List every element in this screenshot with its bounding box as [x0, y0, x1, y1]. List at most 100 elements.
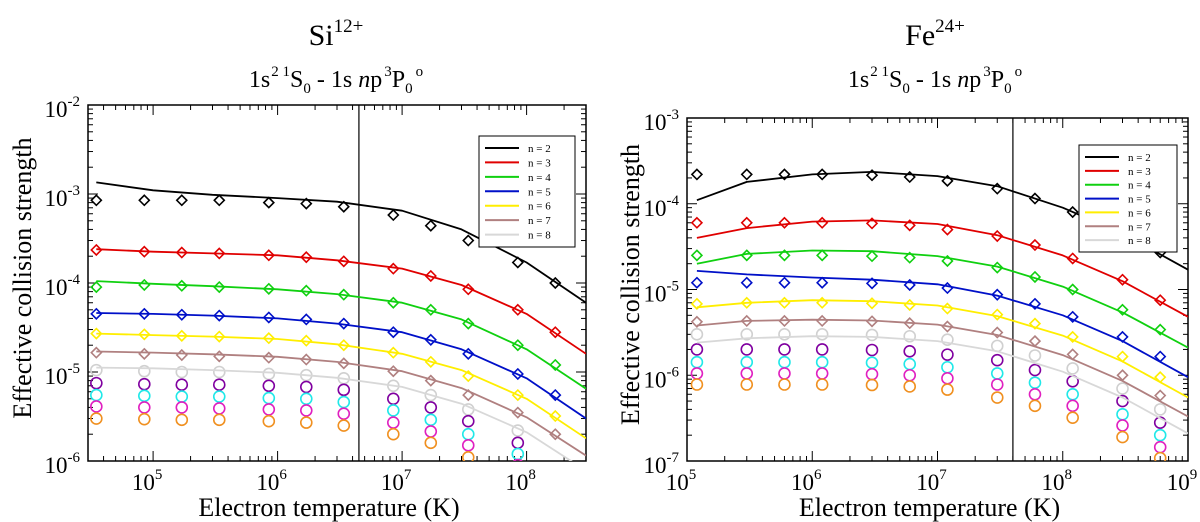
diamond-marker — [903, 278, 916, 292]
x-axis-label: Electron temperature (K) — [198, 493, 459, 522]
series-line — [696, 335, 1188, 435]
diamond-marker — [138, 278, 151, 292]
circle-marker — [262, 414, 276, 428]
diamond-marker — [1116, 273, 1129, 286]
circle-marker — [262, 367, 276, 381]
y-tick-label: 10-3 — [45, 183, 81, 211]
circle-marker — [1153, 428, 1167, 442]
circle-marker — [865, 356, 879, 370]
diamond-marker — [941, 254, 954, 268]
diamond-marker — [213, 330, 226, 343]
diamond-marker — [991, 288, 1004, 301]
circle-marker — [740, 367, 754, 380]
circle-marker — [212, 378, 226, 391]
diamond-marker — [462, 317, 475, 330]
chart-subtitle: 1s2 1S0 - 1s np 3P0o — [848, 64, 1022, 97]
diamond-marker — [549, 388, 562, 402]
circle-marker — [1066, 411, 1079, 424]
x-tick-base: 10 — [1167, 470, 1190, 495]
diamond-series — [690, 276, 1167, 363]
diamond-marker — [740, 168, 753, 181]
diamond-marker — [337, 288, 350, 301]
diamond-marker — [138, 307, 151, 320]
subtitle-lower-sub: 0 — [902, 81, 910, 97]
diamond-marker — [991, 326, 1004, 339]
circle-marker — [941, 360, 954, 374]
circle-marker — [690, 355, 704, 369]
diamond-series — [90, 243, 562, 339]
x-tick-label: 105 — [666, 467, 697, 495]
diamond-marker — [903, 170, 916, 184]
diamond-marker — [1154, 323, 1167, 336]
x-tick-label: 105 — [132, 467, 163, 495]
circle-series — [690, 367, 1167, 454]
x-tick-exp: 8 — [528, 467, 536, 483]
diamond-marker — [387, 262, 400, 275]
circle-marker — [337, 419, 351, 432]
y-tick-label: 10-5 — [45, 361, 81, 389]
y-axis-label: Effective collision strength — [616, 144, 645, 425]
diamond-marker — [511, 256, 524, 269]
circle-marker — [424, 425, 438, 438]
y-tick-label: 10-4 — [644, 193, 680, 221]
circle-series — [90, 400, 523, 461]
circle-series — [690, 328, 1167, 416]
y-tick-base: 10 — [644, 367, 667, 392]
y-tick-base: 10 — [644, 453, 667, 478]
subtitle-upper-term: P — [991, 67, 1004, 93]
series-line — [96, 332, 586, 440]
circle-marker — [387, 427, 400, 441]
diamond-marker — [1066, 252, 1079, 265]
diamond-marker — [337, 317, 350, 330]
circle-series — [90, 412, 475, 461]
subtitle-parity: o — [416, 64, 424, 80]
circle-marker — [175, 378, 189, 391]
y-tick-exp: -5 — [68, 361, 81, 377]
y-tick-base: 10 — [45, 275, 68, 300]
diamond-series — [90, 278, 562, 372]
y-tick-base: 10 — [644, 282, 667, 307]
subtitle-sep: - 1s — [910, 67, 957, 93]
circle-marker — [903, 368, 917, 382]
diamond-marker — [1066, 310, 1079, 323]
circle-marker — [138, 389, 151, 403]
diamond-marker — [300, 353, 313, 366]
circle-marker — [778, 355, 791, 369]
diamond-marker — [549, 409, 562, 423]
subtitle-upper-sup: 3 — [983, 64, 991, 80]
y-tick-label: 10-5 — [644, 279, 680, 307]
series-line — [96, 181, 586, 304]
diamond-marker — [511, 388, 524, 402]
diamond-marker — [1066, 330, 1079, 344]
diamond-marker — [991, 229, 1004, 243]
circle-marker — [990, 378, 1004, 391]
series-line — [696, 219, 1188, 318]
diamond-marker — [690, 168, 704, 181]
circle-marker — [90, 363, 103, 377]
series-line — [696, 270, 1188, 378]
diamond-marker — [778, 314, 791, 328]
x-tick-base: 10 — [916, 470, 939, 495]
subtitle-lower-sup: 2 1 — [870, 64, 889, 80]
legend-label: n = 3 — [528, 157, 551, 169]
diamond-marker — [213, 309, 226, 322]
diamond-marker — [175, 279, 188, 292]
circle-marker — [865, 378, 879, 392]
diamond-marker — [549, 276, 562, 290]
circle-marker — [1116, 430, 1129, 444]
legend-label: n = 3 — [1128, 166, 1151, 178]
subtitle-lower-term: S — [889, 67, 902, 93]
diamond-marker — [462, 347, 475, 360]
series-line — [96, 312, 586, 420]
diamond-marker — [387, 326, 400, 339]
diamond-marker — [991, 261, 1004, 274]
y-axis-label: Effective collision strength — [8, 137, 37, 418]
diamond-marker — [816, 249, 829, 262]
circle-marker — [175, 365, 189, 379]
y-tick-label: 10-4 — [45, 272, 81, 300]
diamond-marker — [865, 277, 879, 290]
circle-series — [90, 388, 525, 461]
circle-marker — [461, 439, 475, 452]
diamond-marker — [213, 350, 226, 363]
